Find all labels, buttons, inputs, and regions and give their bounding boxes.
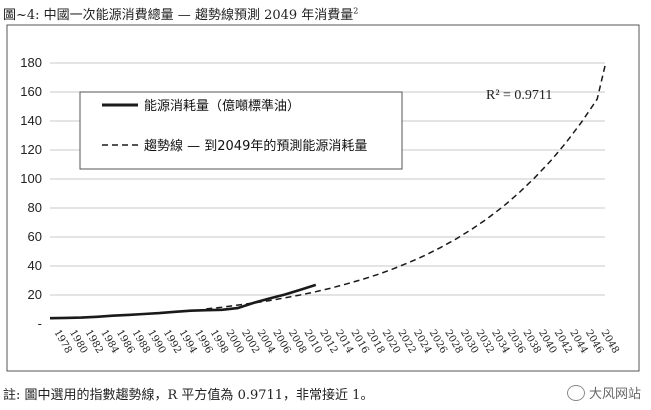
y-axis-ticks: - 20 40 60 80 100 120 140 160 180 xyxy=(20,55,42,331)
y-tick-label: 140 xyxy=(20,113,42,128)
y-tick-label: 40 xyxy=(28,258,42,273)
series-actual-line xyxy=(49,283,317,320)
r-squared-annotation: R² = 0.9711 xyxy=(486,88,552,103)
y-tick-label: 120 xyxy=(20,142,42,157)
watermark-logo-icon xyxy=(566,384,585,401)
legend-trend-label: 趨勢線 — 到2049年的預測能源消耗量 xyxy=(144,138,367,154)
y-tick-label: 20 xyxy=(28,287,42,302)
caption-text: 圖~4: 中國一次能源消費總量 — 趨勢線預測 2049 年消費量 xyxy=(3,8,354,23)
watermark-text: 大风网站 xyxy=(588,387,641,402)
y-tick-label: - xyxy=(38,316,42,331)
footnote-mark: 2 xyxy=(353,6,359,16)
series-layer xyxy=(49,65,606,320)
x-axis-ticks: 1978198019821984198619881990199219941996… xyxy=(51,328,620,356)
y-tick-label: 100 xyxy=(20,171,42,186)
footnote: 註: 圖中選用的指數趨勢線，R 平方值為 0.9711，非常接近 1。 xyxy=(3,388,374,403)
legend-actual-label: 能源消耗量（億噸標準油） xyxy=(144,98,300,114)
y-tick-label: 80 xyxy=(28,200,42,215)
energy-consumption-chart: - 20 40 60 80 100 120 140 160 180 197819801982198… xyxy=(6,24,640,372)
y-tick-label: 180 xyxy=(20,55,42,70)
chart-frame xyxy=(6,24,640,372)
legend: 能源消耗量（億噸標準油） 趨勢線 — 到2049年的預測能源消耗量 xyxy=(79,91,403,170)
figure-caption: 圖~4: 中國一次能源消費總量 — 趨勢線預測 2049 年消費量2 xyxy=(3,4,358,23)
watermark: 大风网站 xyxy=(566,383,641,402)
y-tick-label: 160 xyxy=(20,84,42,99)
y-tick-label: 60 xyxy=(28,229,42,244)
